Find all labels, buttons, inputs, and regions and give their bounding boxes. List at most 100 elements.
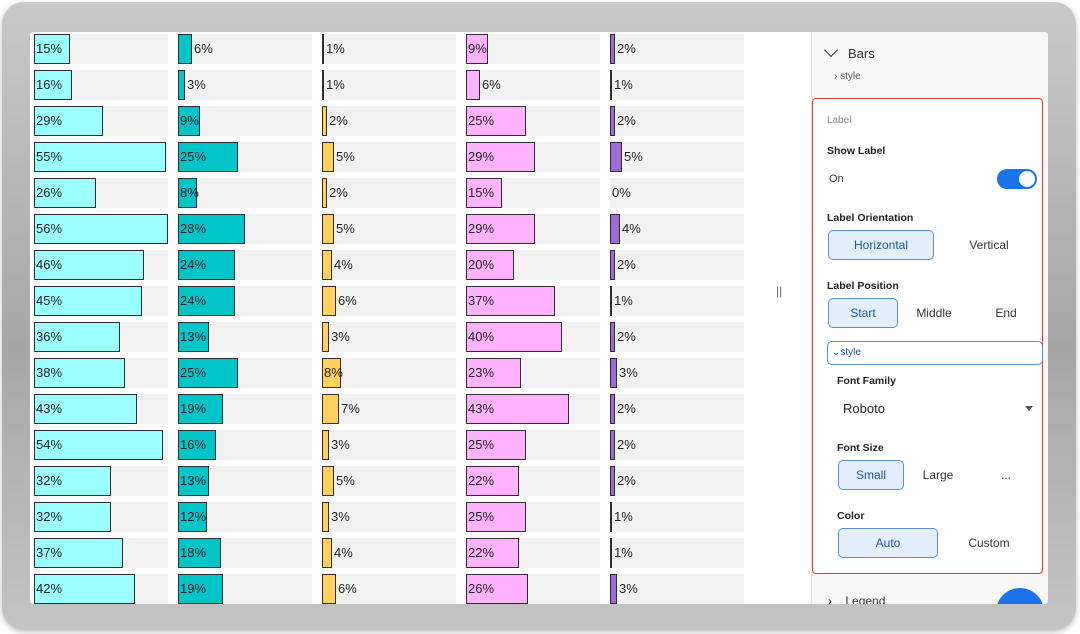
bar-series-4[interactable] xyxy=(466,538,519,568)
bar-series-3[interactable] xyxy=(322,358,341,388)
bar-series-1[interactable] xyxy=(34,178,96,208)
bar-series-3[interactable] xyxy=(322,142,334,172)
font-size-more-button[interactable]: ... xyxy=(1000,468,1011,482)
bar-series-4[interactable] xyxy=(466,106,526,136)
bar-series-3[interactable] xyxy=(322,430,329,460)
style-toggle[interactable]: ⌄style xyxy=(827,341,1043,365)
bar-series-3[interactable] xyxy=(322,322,329,352)
bar-series-4[interactable] xyxy=(466,502,526,532)
bar-series-5[interactable] xyxy=(610,106,615,136)
bar-series-3[interactable] xyxy=(322,466,334,496)
bar-series-4[interactable] xyxy=(466,214,535,244)
bars-style-link[interactable]: › style xyxy=(834,71,861,82)
bar-series-2[interactable] xyxy=(178,430,216,460)
bar-chart: 15% 6% 1% 9% 2% 16% 3% 1% 6% 1% 29% 9% 2% 25% 2% 55% 25%… xyxy=(30,32,778,604)
bar-series-5[interactable] xyxy=(610,430,615,460)
orientation-vertical-button[interactable]: Vertical xyxy=(969,238,1009,252)
font-size-small-button[interactable]: Small xyxy=(838,460,904,490)
bar-series-3[interactable] xyxy=(322,34,324,64)
bar-series-5[interactable] xyxy=(610,466,615,496)
bar-series-4[interactable] xyxy=(466,322,562,352)
help-fab-button[interactable] xyxy=(996,588,1044,604)
bar-series-5[interactable] xyxy=(610,70,612,100)
font-size-large-button[interactable]: Large xyxy=(922,468,954,482)
bar-series-3[interactable] xyxy=(322,286,336,316)
bar-series-4[interactable] xyxy=(466,178,502,208)
bar-series-1[interactable] xyxy=(34,214,168,244)
bar-series-1[interactable] xyxy=(34,286,142,316)
bar-series-1[interactable] xyxy=(34,106,103,136)
orientation-horizontal-button[interactable]: Horizontal xyxy=(828,230,934,260)
bar-series-2[interactable] xyxy=(178,394,223,424)
bar-series-2[interactable] xyxy=(178,214,245,244)
bar-series-2[interactable] xyxy=(178,178,197,208)
bar-series-5[interactable] xyxy=(610,34,615,64)
bar-series-5[interactable] xyxy=(610,322,615,352)
bar-series-3[interactable] xyxy=(322,538,332,568)
bar-series-2[interactable] xyxy=(178,250,235,280)
bar-series-5[interactable] xyxy=(610,142,622,172)
bar-series-2[interactable] xyxy=(178,358,238,388)
bar-series-1[interactable] xyxy=(34,394,137,424)
bar-series-2[interactable] xyxy=(178,574,223,604)
bar-series-1[interactable] xyxy=(34,142,166,172)
font-family-select[interactable]: Roboto xyxy=(837,391,1041,425)
show-label-toggle[interactable] xyxy=(997,169,1037,189)
bar-series-4[interactable] xyxy=(466,286,555,316)
bar-series-3[interactable] xyxy=(322,106,327,136)
bar-series-5[interactable] xyxy=(610,250,615,280)
bar-series-2[interactable] xyxy=(178,322,209,352)
font-size-title: Font Size xyxy=(837,442,884,454)
bar-series-2[interactable] xyxy=(178,106,200,136)
bar-series-4[interactable] xyxy=(466,466,519,496)
bar-series-2[interactable] xyxy=(178,466,209,496)
bar-series-5[interactable] xyxy=(610,574,617,604)
bar-series-4[interactable] xyxy=(466,34,488,64)
legend-section-header[interactable]: › Legend xyxy=(828,594,885,604)
bar-series-1[interactable] xyxy=(34,70,72,100)
bar-series-3[interactable] xyxy=(322,502,329,532)
bar-series-3[interactable] xyxy=(322,394,339,424)
bar-series-1[interactable] xyxy=(34,250,144,280)
bar-series-4[interactable] xyxy=(466,250,514,280)
bar-series-3[interactable] xyxy=(322,250,332,280)
bar-series-3[interactable] xyxy=(322,574,336,604)
resize-handle-icon[interactable]: || xyxy=(776,284,783,298)
bar-series-5[interactable] xyxy=(610,394,615,424)
bar-series-1[interactable] xyxy=(34,466,111,496)
bars-section-header[interactable]: Bars xyxy=(822,42,875,61)
bar-series-4[interactable] xyxy=(466,70,480,100)
bar-series-5[interactable] xyxy=(610,286,612,316)
color-custom-button[interactable]: Custom xyxy=(968,536,1010,550)
bar-series-2[interactable] xyxy=(178,34,192,64)
bar-series-4[interactable] xyxy=(466,358,521,388)
bar-series-2[interactable] xyxy=(178,70,185,100)
bar-series-1[interactable] xyxy=(34,502,111,532)
position-end-button[interactable]: End xyxy=(995,306,1017,320)
bar-series-5[interactable] xyxy=(610,358,617,388)
bar-series-1[interactable] xyxy=(34,538,123,568)
bar-series-2[interactable] xyxy=(178,286,235,316)
bar-track xyxy=(610,322,744,352)
bar-series-5[interactable] xyxy=(610,502,612,532)
bar-series-3[interactable] xyxy=(322,178,327,208)
bar-series-1[interactable] xyxy=(34,574,135,604)
bar-series-4[interactable] xyxy=(466,574,528,604)
bar-series-1[interactable] xyxy=(34,430,163,460)
bar-series-2[interactable] xyxy=(178,502,207,532)
bar-series-2[interactable] xyxy=(178,142,238,172)
bar-series-4[interactable] xyxy=(466,394,569,424)
bar-series-1[interactable] xyxy=(34,34,70,64)
bar-series-1[interactable] xyxy=(34,322,120,352)
color-auto-button[interactable]: Auto xyxy=(838,528,938,558)
bar-series-2[interactable] xyxy=(178,538,221,568)
bar-series-5[interactable] xyxy=(610,538,612,568)
bar-series-4[interactable] xyxy=(466,430,526,460)
position-middle-button[interactable]: Middle xyxy=(916,306,952,320)
bar-series-4[interactable] xyxy=(466,142,535,172)
bar-series-1[interactable] xyxy=(34,358,125,388)
bar-series-3[interactable] xyxy=(322,70,324,100)
position-start-button[interactable]: Start xyxy=(828,298,898,328)
bar-series-3[interactable] xyxy=(322,214,334,244)
bar-series-5[interactable] xyxy=(610,214,620,244)
